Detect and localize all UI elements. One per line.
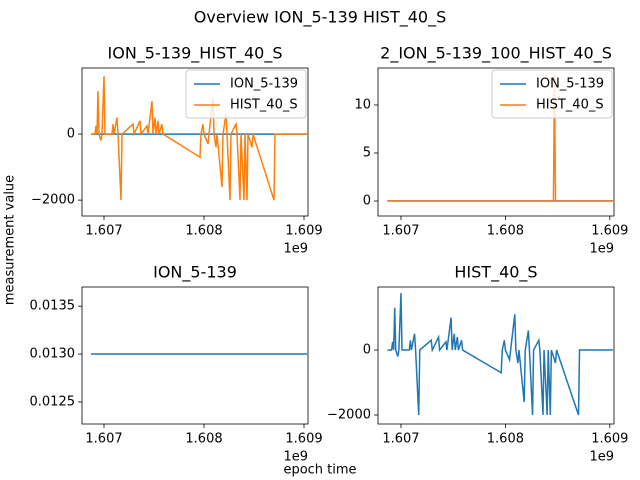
x-tick-label: 1.609 bbox=[591, 432, 628, 447]
y-axis-label: measurement value bbox=[3, 175, 18, 305]
x-offset-label: 1e9 bbox=[589, 242, 614, 257]
y-tick-label: 5 bbox=[363, 145, 371, 160]
y-tick-label: 0 bbox=[363, 194, 371, 209]
axes-frame bbox=[81, 286, 309, 425]
series-line bbox=[387, 293, 613, 416]
legend-box bbox=[491, 69, 613, 119]
x-tick-label: 1.609 bbox=[285, 224, 322, 239]
panel-title: ION_5-139_HIST_40_S bbox=[108, 44, 283, 64]
x-tick-label: 1.607 bbox=[85, 432, 122, 447]
panel-title: ION_5-139 bbox=[153, 263, 237, 283]
axes-frame bbox=[81, 67, 309, 217]
y-tick-label: −2000 bbox=[327, 408, 371, 423]
x-offset-label: 1e9 bbox=[283, 242, 308, 257]
panel-title: 2_ION_5-139_100_HIST_40_S bbox=[380, 44, 612, 64]
axes-frame bbox=[377, 286, 615, 425]
legend-label: HIST_40_S bbox=[230, 98, 298, 113]
x-tick-label: 1.608 bbox=[185, 224, 222, 239]
y-tick-label: 0 bbox=[67, 127, 75, 142]
x-tick-label: 1.609 bbox=[285, 432, 322, 447]
legend-label: ION_5-139 bbox=[536, 77, 604, 92]
x-tick-label: 1.608 bbox=[487, 432, 524, 447]
x-tick-label: 1.607 bbox=[85, 224, 122, 239]
y-tick-label: 10 bbox=[354, 97, 371, 112]
legend-box bbox=[185, 69, 307, 119]
x-offset-label: 1e9 bbox=[283, 450, 308, 465]
axes-frame bbox=[377, 67, 615, 217]
x-tick-label: 1.607 bbox=[382, 224, 419, 239]
y-tick-label: 0.0125 bbox=[30, 394, 76, 409]
x-tick-label: 1.607 bbox=[382, 432, 419, 447]
legend-label: ION_5-139 bbox=[230, 77, 298, 92]
series-line bbox=[91, 76, 307, 201]
x-axis-label: epoch time bbox=[283, 463, 356, 478]
legend-label: HIST_40_S bbox=[536, 98, 604, 113]
y-tick-label: 0.0135 bbox=[30, 299, 76, 314]
panel-title: HIST_40_S bbox=[454, 263, 537, 283]
y-tick-label: 0 bbox=[363, 343, 371, 358]
x-offset-label: 1e9 bbox=[589, 450, 614, 465]
y-tick-label: −2000 bbox=[31, 193, 75, 208]
x-tick-label: 1.608 bbox=[185, 432, 222, 447]
y-tick-label: 0.0130 bbox=[30, 347, 76, 362]
x-tick-label: 1.608 bbox=[487, 224, 524, 239]
figure-title: Overview ION_5-139 HIST_40_S bbox=[194, 8, 446, 28]
x-tick-label: 1.609 bbox=[591, 224, 628, 239]
